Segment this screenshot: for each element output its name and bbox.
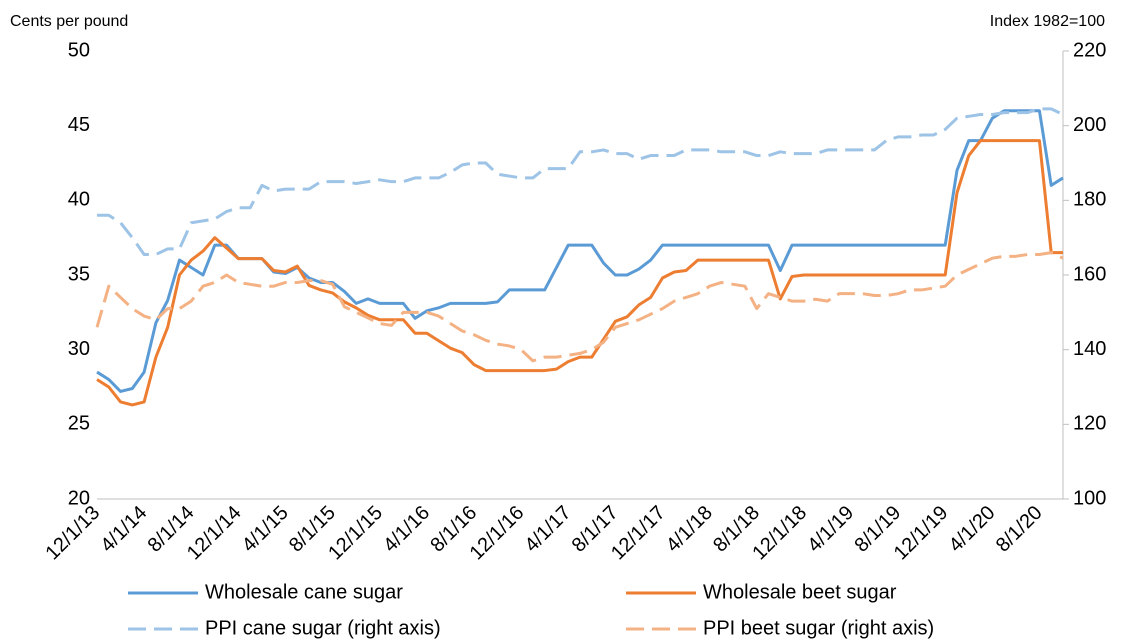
y-tick-label: 30 [68, 338, 90, 360]
x-tick-label: 4/1/19 [803, 502, 858, 557]
y-tick-label: 35 [68, 263, 90, 285]
legend-label: PPI beet sugar (right axis) [703, 617, 934, 639]
x-tick-label: 4/1/17 [521, 502, 576, 557]
series-line [95, 251, 1064, 363]
y-tick-label: 20 [68, 487, 90, 509]
legend-label: PPI cane sugar (right axis) [205, 617, 441, 639]
series-line [97, 107, 1064, 256]
y2-tick-label: 140 [1073, 338, 1106, 360]
y2-tick-label: 100 [1073, 487, 1106, 509]
x-tick-label: 12/1/13 [42, 502, 105, 565]
y2-axis-label: Index 1982=100 [990, 13, 1105, 30]
y-tick-label: 50 [68, 39, 90, 61]
y-tick-label: 40 [68, 189, 90, 211]
y2-tick-label: 120 [1073, 413, 1106, 435]
x-tick-label: 4/1/15 [238, 502, 293, 557]
y2-tick-label: 200 [1073, 114, 1106, 136]
y2-tick-label: 160 [1073, 263, 1106, 285]
x-tick-label: 4/1/14 [97, 502, 152, 557]
legend-label: Wholesale cane sugar [205, 581, 403, 603]
y-tick-label: 25 [68, 413, 90, 435]
x-tick-label: 4/1/16 [379, 502, 434, 557]
series-line [96, 139, 1063, 407]
legend-label: Wholesale beet sugar [703, 581, 897, 603]
y2-tick-label: 180 [1073, 189, 1106, 211]
y-axis-label: Cents per pound [10, 13, 128, 30]
x-tick-label: 4/1/20 [945, 502, 1000, 557]
y2-tick-label: 220 [1073, 39, 1106, 61]
x-tick-label: 8/1/20 [992, 502, 1047, 557]
x-tick-label: 4/1/18 [662, 502, 717, 557]
y-tick-label: 45 [68, 114, 90, 136]
